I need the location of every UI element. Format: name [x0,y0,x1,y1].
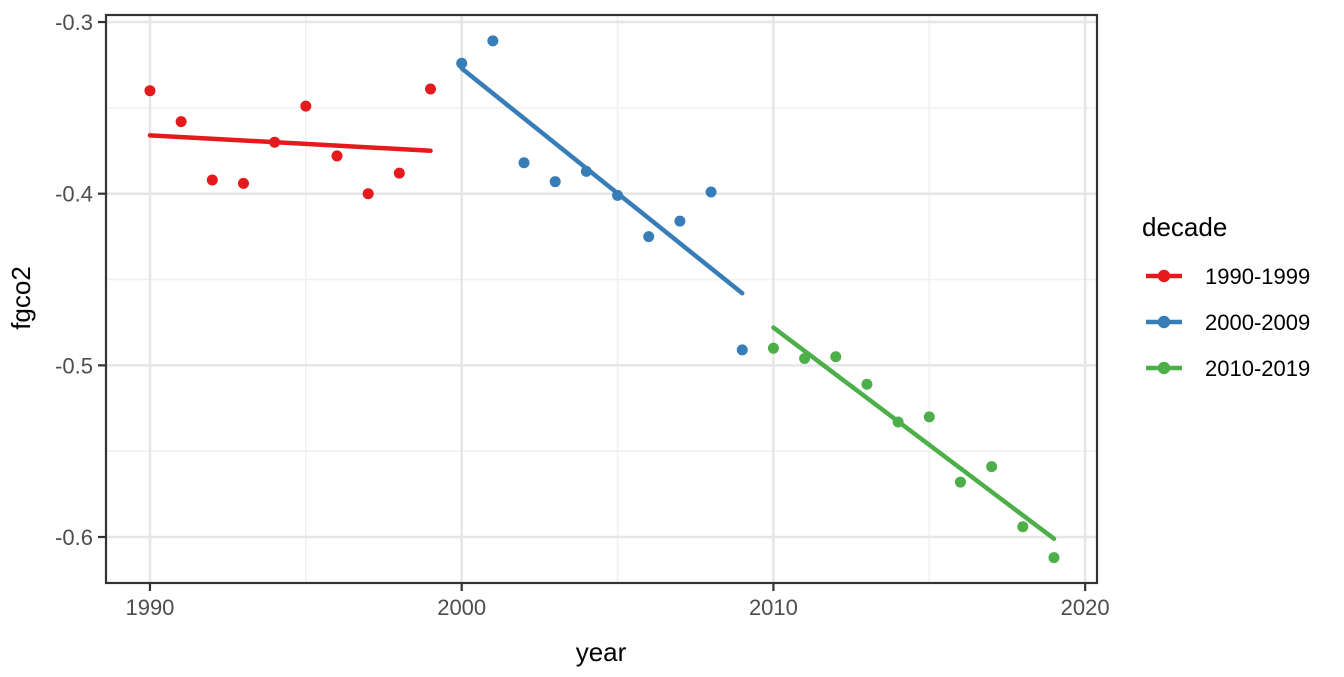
data-point [175,116,187,128]
legend-entry: 2010-2019 [1146,356,1310,381]
data-point [674,215,686,227]
data-point [487,35,499,47]
data-point [954,476,966,488]
x-tick-label: 1990 [125,595,174,620]
x-tick-label: 2000 [437,595,486,620]
y-tick-label: -0.3 [55,10,93,35]
data-point [206,174,218,186]
x-tick-label: 2010 [749,595,798,620]
data-point [331,150,343,162]
trend-line [771,325,1057,541]
data-point [923,411,935,423]
y-tick-label: -0.4 [55,182,93,207]
data-point [549,176,561,188]
data-point [144,85,156,97]
legend-key-point-icon [1157,361,1171,375]
series-1990-1999 [144,83,437,200]
data-point [393,167,405,179]
legend-entry: 2000-2009 [1146,310,1310,335]
x-tick-label: 2020 [1061,595,1110,620]
data-point [736,344,748,356]
data-point [861,378,873,390]
data-point [237,177,249,189]
trend-line [147,133,433,154]
series-2010-2019 [767,342,1060,564]
data-point [643,231,655,243]
x-axis-title: year [576,637,627,667]
data-point [518,157,530,169]
data-point [362,188,374,200]
data-point [300,100,312,112]
y-tick-label: -0.6 [55,525,93,550]
data-point [830,351,842,363]
legend-key-point-icon [1157,269,1171,283]
y-tick-label: -0.5 [55,353,93,378]
data-point [425,83,437,95]
panel-border [104,13,1099,585]
legend-key-point-icon [1157,315,1171,329]
legend-label: 2000-2009 [1205,310,1310,335]
legend-label: 1990-1999 [1205,264,1310,289]
data-point [456,57,468,69]
data-point [1048,552,1060,564]
plot-panel [106,15,1097,583]
data-point [1017,521,1029,533]
data-point [986,461,998,473]
data-point [705,186,717,198]
data-point [767,342,779,354]
legend-label: 2010-2019 [1205,356,1310,381]
legend-title: decade [1142,212,1227,242]
trend-line [459,66,745,296]
legend-entry: 1990-1999 [1146,264,1310,289]
plot-area: 1990 2000 2010 2020 -0.3 -0.4 -0.5 -0.6 [55,10,1110,620]
y-axis-title: fgco2 [6,266,36,330]
legend: decade 1990-1999 2000-2009 2010-2019 [1142,212,1310,381]
